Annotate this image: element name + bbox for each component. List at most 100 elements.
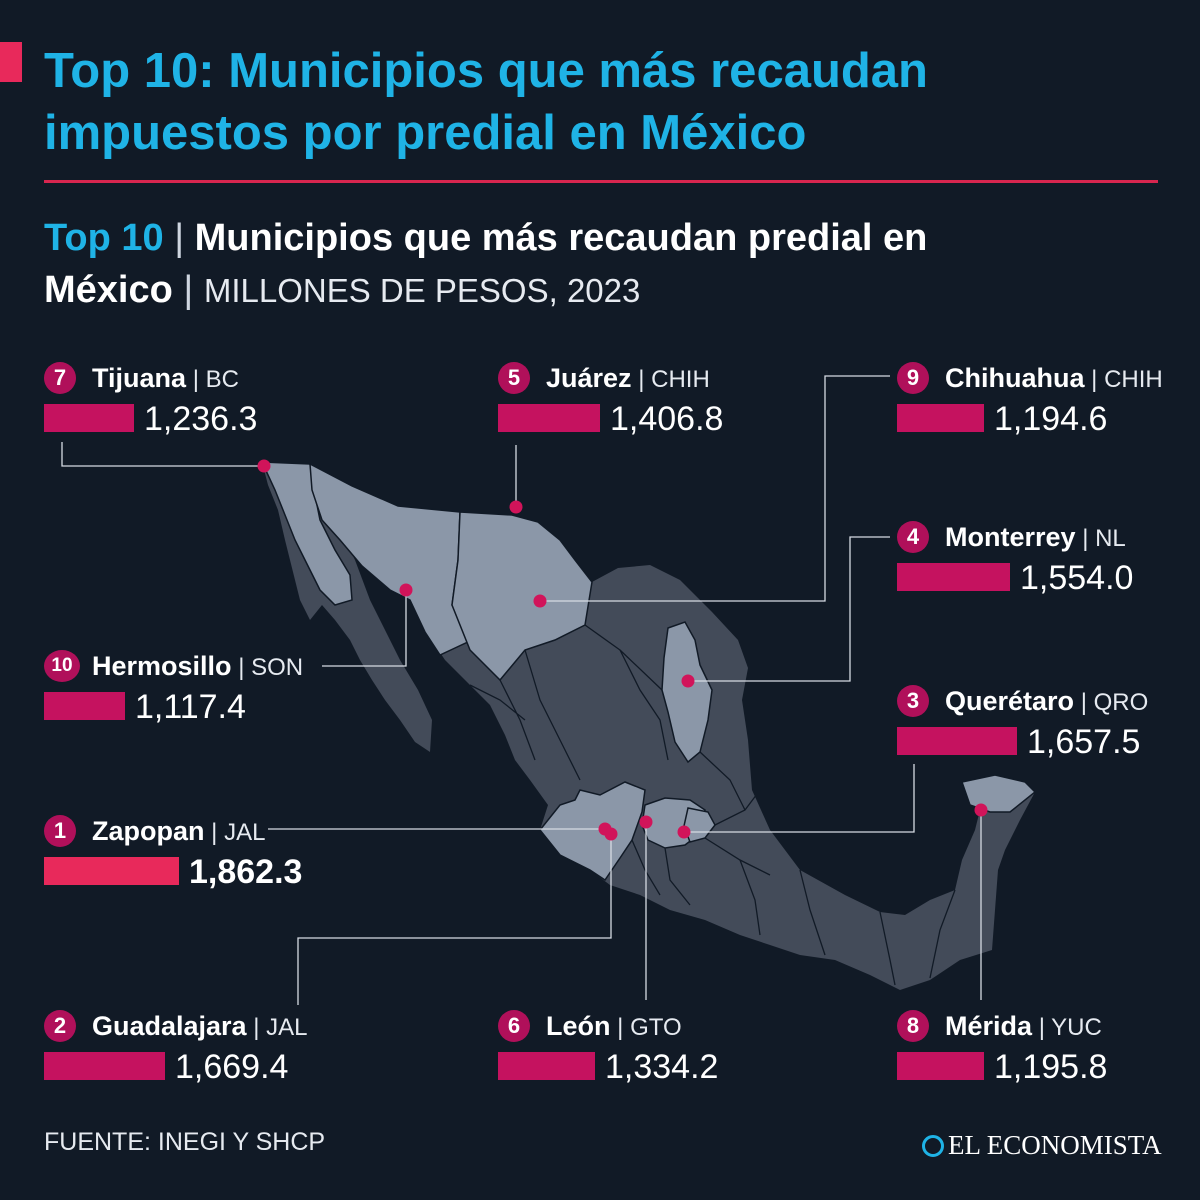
- municipio-name: León: [546, 1011, 611, 1041]
- value-label: 1,195.8: [994, 1048, 1108, 1086]
- municipio-name: Guadalajara: [92, 1011, 247, 1041]
- municipio-name: Monterrey: [945, 522, 1076, 552]
- value-label: 1,554.0: [1020, 559, 1134, 597]
- rank-badge: 9: [897, 362, 929, 394]
- state-abbr: | GTO: [610, 1014, 682, 1041]
- value-bar: [897, 563, 1010, 591]
- value-label: 1,236.3: [144, 400, 258, 438]
- city-marker-juarez: [509, 500, 523, 514]
- value-label: 1,194.6: [994, 400, 1108, 438]
- chart-subtitle: Top 10 | Municipios que más recaudan pre…: [44, 212, 1174, 317]
- state-abbr: | JAL: [246, 1014, 308, 1041]
- municipio-label: Chihuahua | CHIH: [945, 362, 1163, 396]
- logo-icon: [922, 1135, 944, 1157]
- municipio-name: Querétaro: [945, 686, 1075, 716]
- source-note: FUENTE: INEGI Y SHCP: [44, 1128, 326, 1156]
- rank-card-hermosillo: 10 Hermosillo | SON 1,117.4: [44, 650, 364, 730]
- municipio-name: Chihuahua: [945, 363, 1085, 393]
- subtitle-lead: Top 10: [44, 217, 164, 259]
- municipio-name: Hermosillo: [92, 651, 232, 681]
- municipio-label: Tijuana | BC: [92, 362, 239, 396]
- municipio-label: Guadalajara | JAL: [92, 1010, 308, 1044]
- rank-card-queretaro: 3 Querétaro | QRO 1,657.5: [897, 685, 1200, 765]
- rank-badge: 4: [897, 521, 929, 553]
- rank-card-guadalajara: 2 Guadalajara | JAL 1,669.4: [44, 1010, 364, 1090]
- leader-line-chihuahua: [540, 375, 890, 602]
- title-divider: [44, 180, 1158, 183]
- title-accent-bar: [0, 42, 22, 82]
- subtitle-units: MILLONES DE PESOS, 2023: [203, 272, 641, 309]
- state-jalisco: [539, 781, 646, 882]
- leader-line-hermosillo: [322, 590, 407, 667]
- state-abbr: | YUC: [1032, 1014, 1102, 1041]
- rank-card-zapopan: 1 Zapopan | JAL 1,862.3: [44, 815, 364, 895]
- municipio-name: Zapopan: [92, 816, 205, 846]
- state-border-7: [631, 839, 661, 896]
- municipio-name: Mérida: [945, 1011, 1033, 1041]
- state-border-1: [524, 649, 581, 781]
- value-bar: [44, 404, 134, 432]
- value-bar: [897, 1052, 984, 1080]
- leader-line-tijuana: [61, 442, 264, 467]
- value-label: 1,406.8: [610, 400, 724, 438]
- rank-card-juarez: 5 Juárez | CHIH 1,406.8: [498, 362, 818, 442]
- leader-line-guadalajara: [297, 834, 612, 1005]
- value-bar: [897, 727, 1017, 755]
- municipio-label: Hermosillo | SON: [92, 650, 303, 684]
- rank-card-merida: 8 Mérida | YUC 1,195.8: [897, 1010, 1200, 1090]
- city-marker-hermosillo: [399, 583, 413, 597]
- state-yucatan: [961, 774, 1037, 813]
- value-bar: [498, 1052, 595, 1080]
- city-marker-monterrey: [681, 674, 695, 688]
- state-abbr: | CHIH: [1084, 366, 1163, 393]
- value-bar: [44, 1052, 165, 1080]
- rank-badge: 5: [498, 362, 530, 394]
- state-abbr: | SON: [231, 654, 304, 681]
- city-marker-leon: [639, 815, 653, 829]
- state-border-4: [699, 751, 746, 811]
- city-marker-chihuahua: [533, 594, 547, 608]
- subtitle-text-1: Municipios que más recaudan predial en: [194, 217, 928, 259]
- state-border-9: [799, 869, 826, 956]
- value-label: 1,862.3: [189, 853, 303, 891]
- municipio-label: Querétaro | QRO: [945, 685, 1148, 719]
- rank-card-chihuahua: 9 Chihuahua | CHIH 1,194.6: [897, 362, 1200, 442]
- municipio-label: León | GTO: [546, 1010, 682, 1044]
- publisher-logo: EL ECONOMISTA: [922, 1130, 1162, 1161]
- municipio-name: Juárez: [546, 363, 632, 393]
- state-border-13: [469, 684, 526, 721]
- rank-badge: 1: [44, 815, 76, 847]
- state-border-10: [879, 911, 896, 986]
- state-sonora: [309, 462, 474, 656]
- state-border-6: [664, 847, 691, 906]
- rank-card-leon: 6 León | GTO 1,334.2: [498, 1010, 818, 1090]
- value-bar: [44, 692, 125, 720]
- rank-badge: 3: [897, 685, 929, 717]
- subtitle-separator-2: |: [172, 269, 204, 311]
- state-abbr: | JAL: [204, 819, 266, 846]
- logo-text: EL ECONOMISTA: [948, 1130, 1162, 1160]
- municipio-label: Zapopan | JAL: [92, 815, 265, 849]
- city-marker-queretaro: [677, 825, 691, 839]
- municipio-label: Monterrey | NL: [945, 521, 1126, 555]
- subtitle-separator: |: [163, 217, 195, 259]
- value-label: 1,117.4: [135, 688, 246, 726]
- value-label: 1,334.2: [605, 1048, 719, 1086]
- value-label: 1,669.4: [175, 1048, 289, 1086]
- value-label: 1,657.5: [1027, 723, 1141, 761]
- municipio-name: Tijuana: [92, 363, 187, 393]
- state-abbr: | QRO: [1074, 689, 1149, 716]
- state-abbr: | NL: [1075, 525, 1126, 552]
- rank-badge: 2: [44, 1010, 76, 1042]
- state-border-12: [714, 789, 761, 826]
- state-border-2: [499, 679, 536, 761]
- rank-badge: 8: [897, 1010, 929, 1042]
- value-bar: [897, 404, 984, 432]
- leader-line-queretaro: [684, 764, 915, 833]
- value-bar: [498, 404, 600, 432]
- state-border-11: [929, 889, 956, 979]
- state-border-3: [619, 649, 663, 691]
- rank-badge: 7: [44, 362, 76, 394]
- page-title: Top 10: Municipios que más recaudan impu…: [44, 44, 928, 160]
